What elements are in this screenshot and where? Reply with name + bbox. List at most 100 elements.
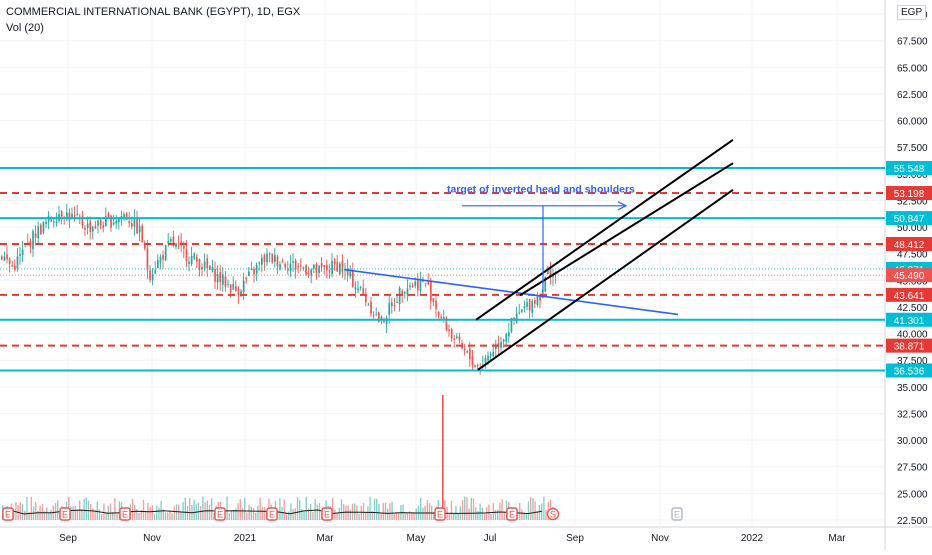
candle-body xyxy=(320,262,323,267)
y-tick-label: 62.500 xyxy=(897,90,928,101)
candle-body xyxy=(411,285,414,288)
volume-bar xyxy=(301,509,303,520)
volume-bar xyxy=(409,511,411,520)
candle-body xyxy=(232,283,235,290)
candle-body xyxy=(463,349,466,351)
volume-bar xyxy=(21,503,24,520)
volume-bar xyxy=(180,511,182,520)
candle-body xyxy=(370,301,372,314)
candle-body xyxy=(227,283,229,285)
volume-bar xyxy=(310,503,312,520)
candle-body xyxy=(505,333,508,342)
candle-body xyxy=(287,269,289,271)
x-tick-label: Nov xyxy=(651,533,669,544)
volume-bar xyxy=(479,503,481,520)
candle-body xyxy=(539,295,541,301)
candle-body xyxy=(266,253,268,263)
earnings-event-label: E xyxy=(324,510,330,520)
candle-body xyxy=(68,212,71,221)
candle-body xyxy=(50,217,53,222)
candle-body xyxy=(185,248,188,261)
volume-bar xyxy=(24,510,26,520)
y-tick-label: 55.000 xyxy=(897,170,928,181)
price-level-tag xyxy=(886,312,932,327)
price-level-label: 53.198 xyxy=(894,189,925,200)
y-tick-label: 30.000 xyxy=(897,436,928,447)
volume-bar xyxy=(200,506,202,520)
candle-body xyxy=(305,265,307,275)
candle-body xyxy=(492,351,495,357)
candle-body xyxy=(164,245,167,261)
volume-bar xyxy=(365,512,367,520)
candle-body xyxy=(76,214,79,216)
volume-bar xyxy=(433,512,435,520)
earnings-event-label: E xyxy=(509,510,515,520)
candle-body xyxy=(253,268,255,275)
candle-body xyxy=(380,316,383,319)
candle-body xyxy=(19,254,21,257)
volume-bar xyxy=(48,512,50,520)
volume-bar xyxy=(235,508,237,520)
candle-body xyxy=(188,261,190,265)
volume-bar xyxy=(285,512,288,520)
candle-body xyxy=(300,265,302,267)
candle-body xyxy=(107,213,110,218)
candle-body xyxy=(276,256,279,267)
y-tick-label: 35.000 xyxy=(897,383,928,394)
volume-bar xyxy=(46,507,48,520)
candle-body xyxy=(365,296,367,303)
candle-body xyxy=(526,302,528,307)
volume-bar xyxy=(131,498,134,520)
candle-body xyxy=(261,257,263,265)
candle-body xyxy=(42,221,45,233)
candle-body xyxy=(398,287,401,305)
candle-body xyxy=(279,264,281,270)
volume-bar xyxy=(470,497,472,520)
x-tick-label: Nov xyxy=(143,533,161,544)
volume-bar xyxy=(134,505,136,520)
candle-body xyxy=(435,300,437,310)
candle-body xyxy=(284,264,287,268)
candle-body xyxy=(157,260,159,268)
volume-bar xyxy=(371,510,373,520)
candle-body xyxy=(34,233,37,238)
volume-bar xyxy=(37,510,39,520)
candle-body xyxy=(445,317,448,331)
volume-bar xyxy=(156,505,158,520)
candle-body xyxy=(417,279,419,291)
volume-bar xyxy=(420,497,422,520)
volume-bar xyxy=(391,501,393,520)
volume-bar xyxy=(279,498,281,520)
candle-body xyxy=(271,253,274,263)
candle-body xyxy=(196,257,198,262)
y-tick-label: 52.500 xyxy=(897,196,928,207)
candle-body xyxy=(484,357,487,364)
candle-body xyxy=(333,259,336,265)
candle-body xyxy=(281,261,284,263)
volume-bar xyxy=(70,506,72,520)
x-tick-label: Jul xyxy=(484,533,497,544)
candle-body xyxy=(502,339,505,342)
currency-badge[interactable]: EGP xyxy=(897,5,927,20)
volume-bar xyxy=(290,503,292,520)
volume-bar xyxy=(292,509,294,520)
volume-bar xyxy=(189,498,191,520)
volume-bar xyxy=(83,498,85,520)
y-tick-label: 40.000 xyxy=(897,330,928,341)
earnings-event-marker xyxy=(59,507,71,521)
candle-body xyxy=(352,270,354,287)
candle-body xyxy=(216,274,219,283)
earnings-event-label: E xyxy=(5,510,11,520)
volume-bar xyxy=(376,498,378,520)
candle-body xyxy=(141,225,144,242)
volume-bar xyxy=(248,505,250,520)
candle-body xyxy=(508,332,510,337)
y-tick-label: 22.500 xyxy=(897,516,928,527)
candle-body xyxy=(154,270,157,274)
volume-bar xyxy=(142,499,145,520)
candle-body xyxy=(11,265,14,267)
candle-body xyxy=(263,255,266,262)
volume-bar xyxy=(398,512,400,520)
candle-body xyxy=(170,239,172,242)
